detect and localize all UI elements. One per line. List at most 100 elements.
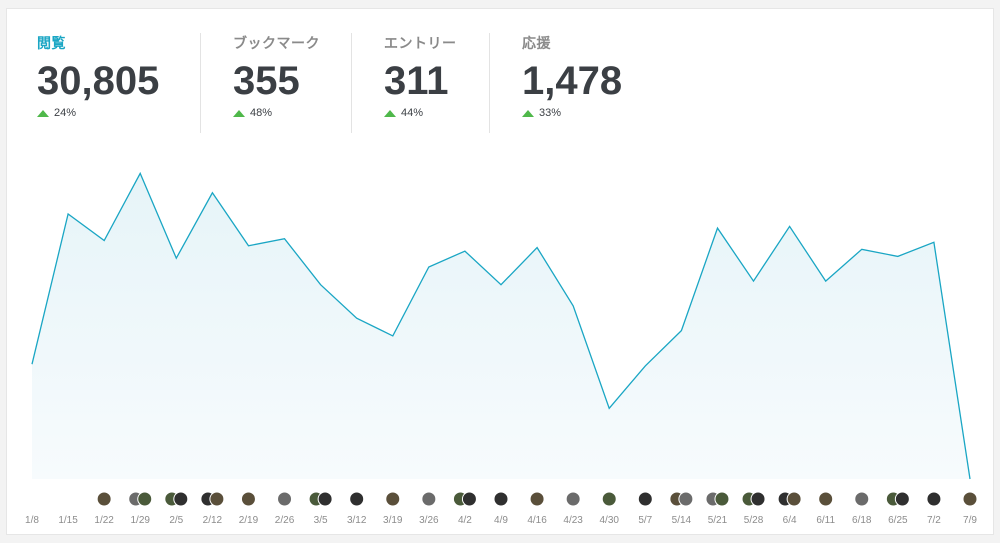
- stats-card: 閲覧 30,805 24% ブックマーク 355 48% エントリー 311 4…: [6, 8, 994, 535]
- x-tick-label: 7/9: [963, 515, 977, 526]
- x-tick-label: 3/12: [347, 515, 367, 526]
- stat-views-value: 30,805: [37, 59, 160, 103]
- x-tick-label: 1/8: [25, 515, 39, 526]
- x-tick-label: 2/26: [275, 515, 295, 526]
- supporter-avatar[interactable]: [317, 491, 333, 507]
- data-point[interactable]: [715, 226, 719, 230]
- supporter-avatar[interactable]: [96, 491, 112, 507]
- supporter-avatar[interactable]: [565, 491, 581, 507]
- data-point[interactable]: [246, 244, 250, 248]
- data-point[interactable]: [66, 212, 70, 216]
- x-tick-label: 1/29: [130, 515, 150, 526]
- data-point[interactable]: [499, 283, 503, 287]
- supporter-avatar[interactable]: [854, 491, 870, 507]
- stat-bookmarks-value: 355: [233, 59, 300, 103]
- x-tick-label: 6/11: [816, 515, 835, 526]
- area-fill: [32, 173, 970, 479]
- supporter-avatar[interactable]: [637, 491, 653, 507]
- data-point[interactable]: [824, 279, 828, 283]
- x-tick-label: 5/7: [638, 515, 652, 526]
- x-tick-label: 1/22: [94, 515, 114, 526]
- data-point[interactable]: [30, 362, 34, 366]
- supporter-avatar[interactable]: [750, 491, 766, 507]
- data-point[interactable]: [427, 265, 431, 269]
- data-point[interactable]: [535, 246, 539, 250]
- stat-cheers-change-text: 33%: [539, 107, 562, 119]
- supporter-avatar[interactable]: [529, 491, 545, 507]
- data-point[interactable]: [463, 249, 467, 253]
- data-point[interactable]: [319, 283, 323, 287]
- supporter-avatar[interactable]: [786, 491, 802, 507]
- data-point[interactable]: [679, 329, 683, 333]
- data-point[interactable]: [788, 224, 792, 228]
- data-point[interactable]: [210, 191, 214, 195]
- stat-cheers[interactable]: 応援 1,478 33%: [522, 33, 622, 133]
- stat-views-change: 24%: [37, 107, 159, 119]
- supporter-avatar[interactable]: [173, 491, 189, 507]
- up-arrow-icon: [233, 109, 245, 117]
- divider: [489, 33, 490, 133]
- data-point[interactable]: [968, 477, 972, 481]
- supporter-avatar[interactable]: [714, 491, 730, 507]
- stat-entries[interactable]: エントリー 311 44%: [384, 33, 457, 133]
- supporter-avatar[interactable]: [461, 491, 477, 507]
- x-tick-label: 6/25: [888, 515, 908, 526]
- up-arrow-icon: [384, 109, 396, 117]
- supporter-avatar[interactable]: [678, 491, 694, 507]
- supporter-avatar[interactable]: [894, 491, 910, 507]
- supporter-avatar[interactable]: [818, 491, 834, 507]
- stat-views[interactable]: 閲覧 30,805 24%: [37, 33, 159, 133]
- stat-entries-value: 311: [384, 59, 449, 103]
- divider: [351, 33, 352, 133]
- supporter-avatar[interactable]: [421, 491, 437, 507]
- stat-bookmarks[interactable]: ブックマーク 355 48%: [233, 33, 320, 133]
- data-point[interactable]: [174, 256, 178, 260]
- x-tick-label: 6/4: [783, 515, 797, 526]
- up-arrow-icon: [37, 109, 49, 117]
- data-point[interactable]: [391, 334, 395, 338]
- data-point[interactable]: [283, 237, 287, 241]
- supporter-avatar[interactable]: [137, 491, 153, 507]
- stat-entries-change-text: 44%: [401, 107, 424, 119]
- x-tick-label: 4/16: [527, 515, 547, 526]
- divider: [200, 33, 201, 133]
- x-tick-label: 3/5: [314, 515, 328, 526]
- x-tick-label: 5/28: [744, 515, 764, 526]
- x-tick-label: 3/19: [383, 515, 403, 526]
- data-point[interactable]: [860, 247, 864, 251]
- supporter-avatar[interactable]: [385, 491, 401, 507]
- data-point[interactable]: [138, 171, 142, 175]
- supporter-avatar[interactable]: [601, 491, 617, 507]
- series-line: [31, 171, 971, 480]
- stat-bookmarks-change: 48%: [233, 107, 320, 119]
- stat-cheers-value: 1,478: [522, 59, 623, 103]
- x-tick-label: 4/9: [494, 515, 508, 526]
- supporter-avatar[interactable]: [209, 491, 225, 507]
- x-tick-label: 3/26: [419, 515, 439, 526]
- data-point[interactable]: [355, 316, 359, 320]
- supporter-avatar[interactable]: [962, 491, 978, 507]
- x-tick-label: 5/21: [708, 515, 728, 526]
- data-point[interactable]: [607, 406, 611, 410]
- supporter-avatar[interactable]: [926, 491, 942, 507]
- supporter-avatar[interactable]: [240, 491, 256, 507]
- data-point[interactable]: [571, 304, 575, 308]
- data-point[interactable]: [102, 239, 106, 243]
- data-point[interactable]: [752, 279, 756, 283]
- x-tick-label: 5/14: [672, 515, 692, 526]
- data-point[interactable]: [932, 240, 936, 244]
- supporter-avatar[interactable]: [277, 491, 293, 507]
- supporter-avatar[interactable]: [349, 491, 365, 507]
- stat-bookmarks-label: ブックマーク: [233, 35, 320, 51]
- stat-bookmarks-change-text: 48%: [250, 107, 273, 119]
- stat-views-label: 閲覧: [37, 35, 66, 51]
- up-arrow-icon: [522, 109, 534, 117]
- data-point[interactable]: [643, 364, 647, 368]
- stat-entries-change: 44%: [384, 107, 457, 119]
- data-point[interactable]: [896, 254, 900, 258]
- x-tick-label: 2/5: [169, 515, 183, 526]
- x-tick-label: 7/2: [927, 515, 941, 526]
- stat-views-change-text: 24%: [54, 107, 77, 119]
- supporter-avatar[interactable]: [493, 491, 509, 507]
- x-tick-label: 2/12: [203, 515, 223, 526]
